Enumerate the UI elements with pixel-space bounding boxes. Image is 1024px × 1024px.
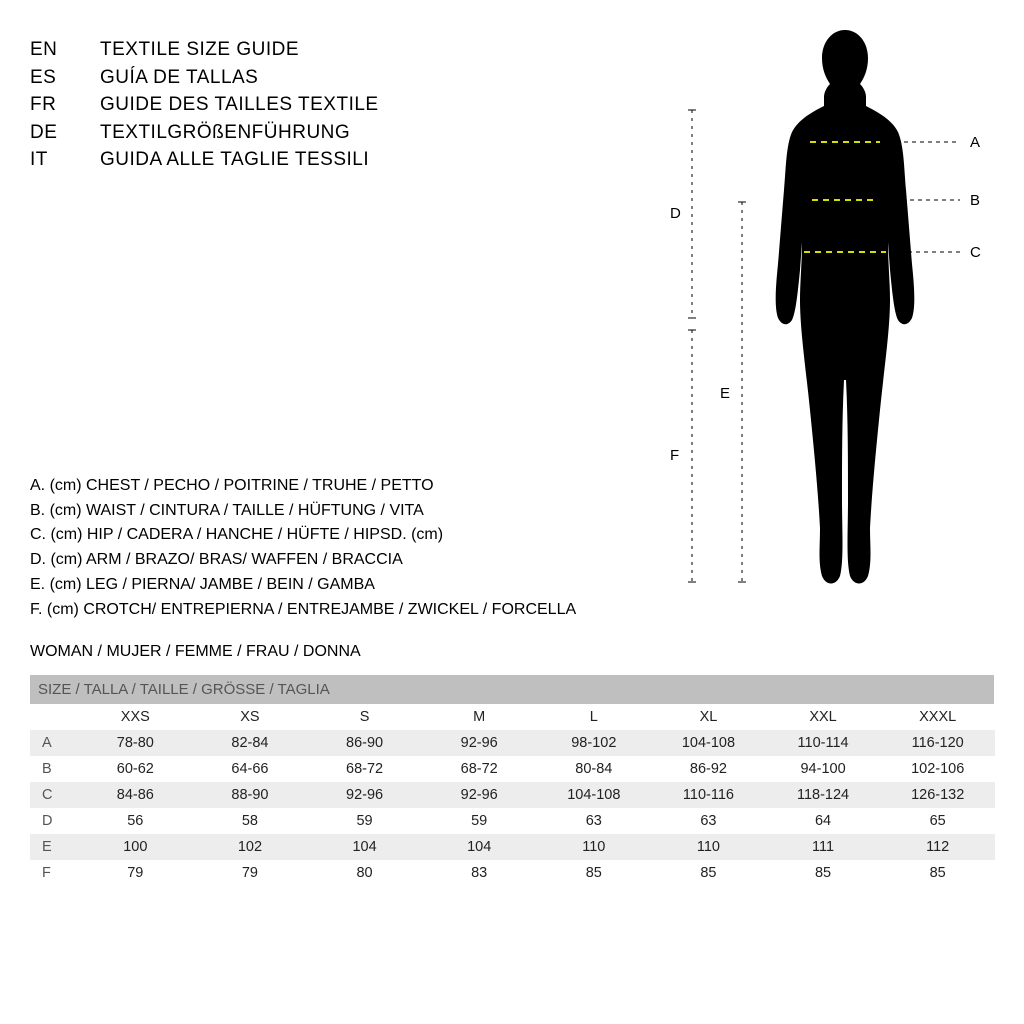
table-column-row: XXS XS S M L XL XXL XXXL	[30, 704, 995, 730]
cell: 110	[651, 834, 766, 860]
cell: 110-116	[651, 782, 766, 808]
cell: 58	[193, 808, 308, 834]
cell: 85	[766, 860, 881, 886]
cell: 118-124	[766, 782, 881, 808]
cell: 86-90	[307, 730, 422, 756]
cell: 68-72	[307, 756, 422, 782]
col-header: XS	[193, 704, 308, 730]
row-label: E	[30, 834, 78, 860]
label-f: F	[670, 447, 679, 464]
row-label: C	[30, 782, 78, 808]
cell: 82-84	[193, 730, 308, 756]
title-text: GUÍA DE TALLAS	[100, 64, 258, 92]
title-text: GUIDE DES TAILLES TEXTILE	[100, 91, 379, 119]
col-header: XXS	[78, 704, 193, 730]
row-label: D	[30, 808, 78, 834]
table-row: F 79 79 80 83 85 85 85 85	[30, 860, 995, 886]
label-c: C	[970, 244, 981, 261]
title-text: GUIDA ALLE TAGLIE TESSILI	[100, 146, 369, 174]
cell: 102	[193, 834, 308, 860]
cell: 65	[880, 808, 995, 834]
cell: 84-86	[78, 782, 193, 808]
body-diagram-svg: A B C D F E	[620, 20, 1000, 600]
title-lang: EN	[30, 36, 100, 64]
cell: 85	[880, 860, 995, 886]
row-label: F	[30, 860, 78, 886]
silhouette-icon	[776, 30, 915, 584]
title-lang: ES	[30, 64, 100, 92]
cell: 92-96	[422, 782, 537, 808]
cell: 79	[78, 860, 193, 886]
cell: 63	[651, 808, 766, 834]
cell: 79	[193, 860, 308, 886]
cell: 110	[537, 834, 652, 860]
cell: 88-90	[193, 782, 308, 808]
cell: 63	[537, 808, 652, 834]
title-lang: IT	[30, 146, 100, 174]
cell: 59	[307, 808, 422, 834]
title-text: TEXTILGRÖßENFÜHRUNG	[100, 119, 350, 147]
size-table-body: XXS XS S M L XL XXL XXXL A 78-80 82-84 8…	[30, 704, 995, 886]
table-row: E 100 102 104 104 110 110 111 112	[30, 834, 995, 860]
table-corner	[30, 704, 78, 730]
cell: 112	[880, 834, 995, 860]
table-row: B 60-62 64-66 68-72 68-72 80-84 86-92 94…	[30, 756, 995, 782]
col-header: S	[307, 704, 422, 730]
cell: 80-84	[537, 756, 652, 782]
legend-line: F. (cm) CROTCH/ ENTREPIERNA / ENTREJAMBE…	[30, 598, 994, 623]
cell: 104-108	[651, 730, 766, 756]
col-header: XL	[651, 704, 766, 730]
col-header: XXL	[766, 704, 881, 730]
table-row: D 56 58 59 59 63 63 64 65	[30, 808, 995, 834]
cell: 60-62	[78, 756, 193, 782]
cell: 83	[422, 860, 537, 886]
title-lang: FR	[30, 91, 100, 119]
col-header: XXXL	[880, 704, 995, 730]
cell: 94-100	[766, 756, 881, 782]
cell: 116-120	[880, 730, 995, 756]
cell: 100	[78, 834, 193, 860]
title-lang: DE	[30, 119, 100, 147]
col-header: L	[537, 704, 652, 730]
table-row: C 84-86 88-90 92-96 92-96 104-108 110-11…	[30, 782, 995, 808]
body-diagram: A B C D F E	[620, 20, 1000, 600]
cell: 78-80	[78, 730, 193, 756]
label-e: E	[720, 385, 730, 402]
table-row: A 78-80 82-84 86-90 92-96 98-102 104-108…	[30, 730, 995, 756]
cell: 92-96	[307, 782, 422, 808]
cell: 85	[537, 860, 652, 886]
cell: 110-114	[766, 730, 881, 756]
cell: 102-106	[880, 756, 995, 782]
cell: 86-92	[651, 756, 766, 782]
cell: 126-132	[880, 782, 995, 808]
label-d: D	[670, 205, 681, 222]
label-b: B	[970, 192, 980, 209]
woman-label: WOMAN / MUJER / FEMME / FRAU / DONNA	[30, 643, 994, 661]
cell: 68-72	[422, 756, 537, 782]
cell: 98-102	[537, 730, 652, 756]
cell: 80	[307, 860, 422, 886]
cell: 56	[78, 808, 193, 834]
cell: 64	[766, 808, 881, 834]
cell: 92-96	[422, 730, 537, 756]
cell: 85	[651, 860, 766, 886]
cell: 104-108	[537, 782, 652, 808]
col-header: M	[422, 704, 537, 730]
cell: 104	[307, 834, 422, 860]
title-text: TEXTILE SIZE GUIDE	[100, 36, 299, 64]
label-a: A	[970, 134, 980, 151]
cell: 64-66	[193, 756, 308, 782]
row-label: A	[30, 730, 78, 756]
row-label: B	[30, 756, 78, 782]
cell: 104	[422, 834, 537, 860]
table-header: SIZE / TALLA / TAILLE / GRÖSSE / TAGLIA	[30, 675, 994, 704]
cell: 59	[422, 808, 537, 834]
size-table: SIZE / TALLA / TAILLE / GRÖSSE / TAGLIA …	[30, 675, 994, 886]
cell: 111	[766, 834, 881, 860]
